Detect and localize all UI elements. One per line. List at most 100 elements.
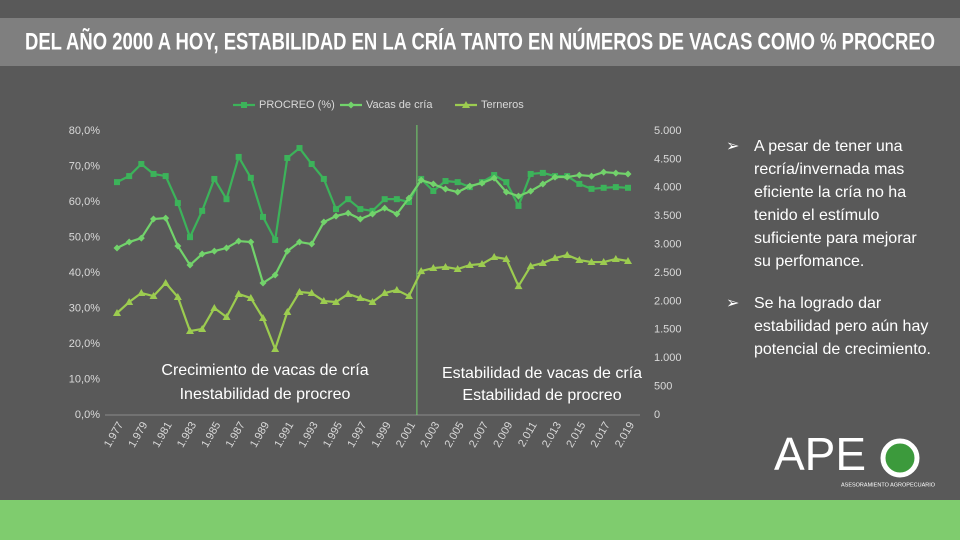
- x-tick-label: 2.005: [443, 420, 467, 450]
- legend-label: Vacas de cría: [366, 99, 433, 111]
- point: [247, 238, 255, 246]
- point: [283, 308, 292, 316]
- y2-tick-label: 500: [654, 381, 672, 393]
- point: [296, 238, 303, 246]
- point: [527, 187, 535, 195]
- footer-band: [0, 500, 960, 540]
- x-tick-label: 2.017: [589, 420, 613, 450]
- point: [222, 313, 231, 321]
- point: [430, 187, 437, 194]
- point: [441, 263, 450, 271]
- point: [490, 174, 498, 182]
- point: [126, 173, 133, 180]
- point: [356, 294, 365, 302]
- point: [174, 242, 182, 250]
- point: [198, 250, 206, 258]
- point: [307, 289, 316, 297]
- point: [600, 184, 607, 191]
- point: [624, 257, 632, 265]
- point: [260, 213, 266, 220]
- point: [113, 309, 121, 317]
- point: [392, 286, 401, 294]
- logo-subtitle: ASESORAMIENTO AGROPECUARIO: [841, 482, 936, 488]
- point: [393, 210, 401, 218]
- point: [150, 215, 157, 223]
- legend-label: Terneros: [481, 99, 524, 111]
- point: [186, 327, 194, 335]
- y-tick-label: 50,0%: [69, 231, 100, 243]
- point: [125, 298, 134, 306]
- point: [538, 259, 547, 267]
- point: [186, 261, 194, 269]
- point: [380, 289, 389, 297]
- point: [381, 204, 389, 212]
- point: [138, 161, 145, 168]
- point: [187, 234, 193, 241]
- x-tick-label: 1.997: [345, 420, 369, 450]
- point: [526, 262, 535, 270]
- point: [453, 265, 462, 273]
- x-tick-label: 2.001: [394, 420, 418, 450]
- y-tick-label: 30,0%: [69, 302, 100, 314]
- y-tick-label: 80,0%: [69, 125, 100, 137]
- x-tick-label: 1.985: [199, 420, 223, 450]
- x-tick-label: 2.013: [540, 420, 564, 450]
- point: [320, 175, 327, 182]
- point: [345, 196, 352, 203]
- point: [235, 153, 242, 160]
- point: [210, 304, 219, 312]
- point: [527, 170, 534, 177]
- annotation: Estabilidad de vacas de cría: [442, 365, 642, 382]
- point: [368, 298, 377, 306]
- y-tick-label: 0,0%: [75, 409, 100, 421]
- point: [347, 101, 355, 109]
- point: [113, 244, 121, 252]
- title-bar: [0, 18, 960, 66]
- point: [162, 173, 169, 180]
- point: [235, 237, 243, 245]
- point: [246, 294, 255, 302]
- point: [588, 185, 595, 192]
- point: [539, 180, 547, 188]
- point: [137, 234, 145, 242]
- point: [454, 179, 461, 186]
- point: [625, 184, 631, 191]
- point: [406, 199, 412, 205]
- point: [283, 247, 291, 255]
- point: [466, 182, 474, 190]
- annotation: Estabilidad de procreo: [462, 387, 621, 404]
- point: [271, 344, 280, 352]
- y-tick-label: 20,0%: [69, 338, 100, 350]
- x-tick-label: 1.995: [321, 420, 345, 450]
- point: [611, 255, 620, 263]
- point: [381, 196, 388, 203]
- y2-tick-label: 4.500: [654, 153, 682, 165]
- series-line: [116, 146, 629, 244]
- point: [490, 253, 499, 261]
- point: [259, 314, 267, 322]
- point: [551, 254, 559, 262]
- point: [515, 202, 522, 209]
- point: [502, 255, 511, 263]
- point: [174, 200, 181, 207]
- x-tick-label: 1.993: [297, 420, 321, 450]
- point: [161, 279, 170, 287]
- point: [563, 251, 572, 259]
- x-tick-label: 2.019: [613, 420, 637, 450]
- y2-tick-label: 5.000: [654, 125, 682, 137]
- point: [210, 247, 218, 255]
- x-tick-label: 1.991: [272, 420, 296, 450]
- x-tick-label: 2.007: [467, 420, 491, 450]
- point: [405, 292, 413, 300]
- point: [478, 260, 486, 268]
- point: [429, 264, 438, 272]
- y2-tick-label: 2.000: [654, 295, 682, 307]
- y2-tick-label: 4.000: [654, 182, 682, 194]
- point: [417, 176, 425, 184]
- point: [223, 244, 230, 252]
- point: [272, 236, 279, 243]
- x-tick-label: 2.003: [418, 420, 442, 450]
- point: [502, 188, 510, 196]
- point: [333, 206, 339, 213]
